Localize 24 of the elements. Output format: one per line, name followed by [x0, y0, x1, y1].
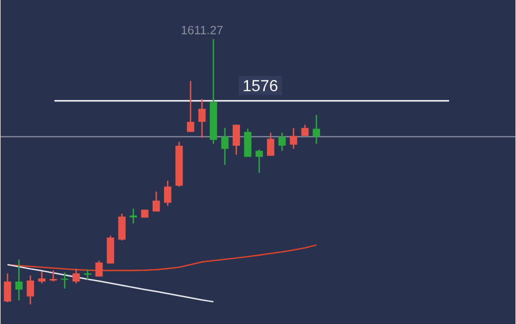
candlestick	[130, 208, 138, 224]
candlestick	[4, 272, 12, 303]
candlestick	[301, 124, 309, 136]
candlestick	[152, 190, 160, 212]
candlestick	[95, 260, 103, 278]
annotation: 1576	[244, 80, 278, 92]
candlestick	[26, 274, 34, 305]
candlestick	[266, 132, 274, 156]
candlestick	[256, 148, 263, 174]
candlestick	[15, 258, 23, 301]
candlestick	[221, 127, 229, 166]
text: 1611.27	[182, 26, 223, 34]
candlestick	[278, 132, 286, 152]
candlestick	[312, 114, 320, 144]
candlestick	[61, 272, 68, 290]
candlestick	[232, 124, 240, 156]
candlestick	[186, 80, 194, 132]
candlestick	[290, 127, 298, 150]
candlestick	[164, 180, 172, 206]
candlestick	[38, 270, 46, 284]
candlestick	[118, 212, 126, 241]
candlestick	[198, 98, 206, 138]
candlestick	[72, 268, 80, 284]
candlestick	[50, 270, 57, 282]
